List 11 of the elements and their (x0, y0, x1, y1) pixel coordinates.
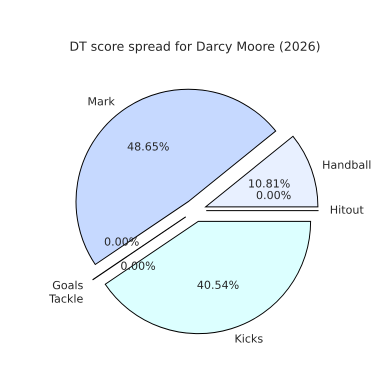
data-label: 10.81% (249, 179, 290, 188)
category-label: Goals (52, 280, 83, 290)
slice-label: Kicks (236, 334, 263, 343)
category-label: Hitout (330, 205, 364, 214)
data-label: 48.65% (128, 142, 169, 151)
slice-label: Mark (88, 96, 115, 106)
data-label: 40.54% (197, 280, 239, 289)
text: 0.00% (256, 190, 291, 200)
category-label: Tackle (49, 294, 83, 303)
chart-title: DT score spread for Darcy Moore (2026) (70, 41, 320, 54)
slice-label: Handball (323, 160, 370, 169)
